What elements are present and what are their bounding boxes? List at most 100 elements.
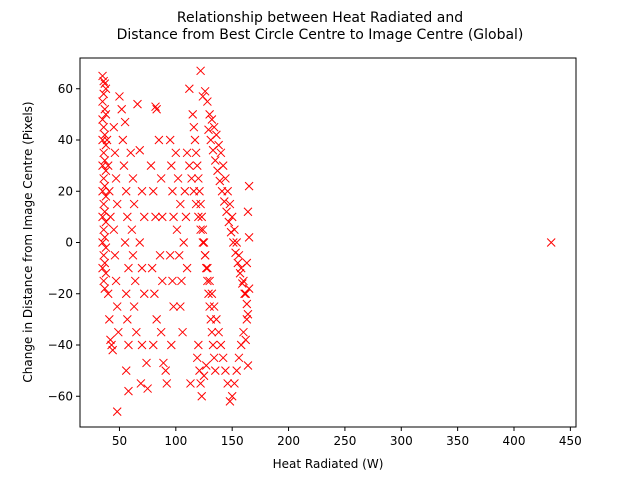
data-point — [146, 161, 156, 170]
data-point — [110, 148, 120, 158]
data-point — [244, 284, 254, 293]
data-point — [216, 148, 226, 158]
data-point — [98, 238, 107, 247]
x-tick-label: 50 — [112, 434, 127, 448]
data-point — [103, 289, 113, 299]
y-tick-label: −20 — [48, 287, 73, 301]
chart-title-line-2: Distance from Best Circle Centre to Imag… — [117, 27, 524, 43]
data-point — [101, 268, 111, 278]
data-point — [108, 345, 118, 355]
data-point — [168, 276, 177, 286]
data-point — [200, 250, 210, 260]
data-point — [235, 268, 245, 278]
data-point — [99, 276, 109, 286]
data-point — [175, 302, 185, 311]
data-point — [546, 238, 556, 247]
y-tick-label: 40 — [58, 133, 73, 147]
data-point — [232, 238, 242, 247]
data-point — [101, 243, 111, 252]
data-point — [196, 66, 205, 76]
data-point — [204, 289, 213, 299]
data-point — [209, 353, 219, 363]
y-tick-label: 20 — [58, 184, 73, 198]
data-point — [243, 361, 253, 370]
data-point — [171, 148, 181, 158]
data-point — [98, 115, 107, 124]
data-point — [182, 263, 192, 273]
data-point — [101, 192, 111, 201]
data-point — [106, 212, 115, 222]
data-point — [169, 212, 178, 222]
data-point — [157, 276, 167, 286]
x-tick-label: 450 — [559, 434, 582, 448]
data-point — [223, 379, 233, 388]
data-point — [130, 276, 140, 286]
data-point — [204, 125, 213, 135]
data-point — [209, 302, 219, 311]
data-point — [111, 174, 121, 183]
y-axis-label: Change in Distance from Image Centre (Pi… — [21, 101, 35, 382]
y-tick-label: 60 — [58, 82, 73, 96]
data-point — [206, 135, 216, 145]
data-point — [117, 104, 127, 114]
data-point — [205, 110, 214, 119]
data-point — [128, 250, 138, 260]
data-point — [155, 250, 165, 260]
data-point — [121, 186, 131, 196]
data-point — [221, 174, 230, 183]
data-point — [111, 276, 121, 286]
data-point — [225, 199, 235, 209]
data-point — [148, 340, 158, 350]
data-point — [98, 71, 107, 81]
data-point — [152, 104, 162, 114]
data-point — [196, 225, 205, 235]
data-point — [168, 186, 177, 196]
data-point — [99, 148, 109, 158]
data-point — [98, 97, 107, 106]
data-point — [135, 145, 145, 155]
data-point — [110, 250, 120, 260]
data-point — [152, 315, 162, 324]
data-point — [104, 186, 114, 196]
data-point — [112, 407, 122, 416]
data-point — [213, 166, 222, 176]
data-point — [100, 104, 110, 114]
data-point — [182, 148, 192, 158]
data-point — [165, 135, 175, 145]
data-point — [166, 340, 176, 350]
data-point — [99, 122, 109, 132]
data-point — [113, 327, 123, 337]
data-point — [189, 122, 199, 132]
data-point — [132, 327, 141, 337]
data-point — [162, 379, 172, 388]
data-point — [207, 289, 217, 299]
data-point — [156, 174, 166, 183]
data-point — [192, 353, 202, 363]
data-point — [100, 130, 110, 140]
data-point — [136, 379, 146, 388]
data-point — [99, 199, 109, 209]
data-point — [98, 186, 107, 196]
data-point — [127, 225, 137, 235]
data-point — [137, 186, 147, 196]
data-point — [151, 102, 160, 112]
data-point — [101, 84, 111, 94]
data-point — [241, 335, 251, 345]
data-point — [197, 391, 207, 401]
data-point — [244, 233, 254, 242]
data-point — [101, 110, 111, 119]
data-point — [124, 340, 133, 350]
data-point — [169, 302, 178, 311]
data-point — [101, 140, 111, 150]
data-point — [219, 197, 229, 206]
data-point — [120, 117, 130, 127]
data-point — [196, 379, 205, 388]
data-point — [243, 207, 253, 217]
data-point — [150, 289, 159, 299]
data-point — [201, 361, 211, 370]
data-point — [203, 263, 212, 273]
data-point — [122, 315, 132, 324]
data-point — [203, 276, 212, 286]
data-point — [120, 238, 130, 247]
data-point — [184, 84, 194, 94]
